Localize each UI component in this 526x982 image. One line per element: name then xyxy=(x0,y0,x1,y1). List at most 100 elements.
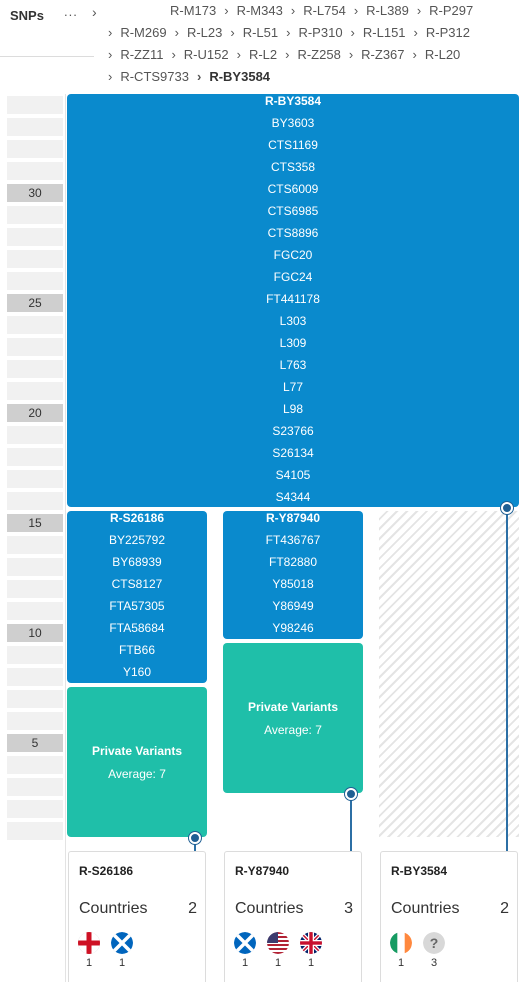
snp-item[interactable]: BY3603 xyxy=(271,116,315,130)
snp-item[interactable]: L763 xyxy=(279,358,307,372)
chevron-right-icon: › xyxy=(348,47,354,62)
usa-flag-icon xyxy=(267,932,289,954)
breadcrumb-label: R-L389 xyxy=(366,3,409,18)
snp-item[interactable]: L98 xyxy=(282,402,304,416)
breadcrumb-item[interactable]: › R-M269 xyxy=(104,24,171,46)
snp-item[interactable]: FT436767 xyxy=(265,533,321,547)
ruler-mark: 5 xyxy=(7,734,63,752)
breadcrumb-item[interactable]: › R-L51 xyxy=(226,24,282,46)
ruler-cell xyxy=(7,426,63,444)
ruler-mark: 15 xyxy=(7,514,63,532)
breadcrumb-item[interactable]: › R-M343 xyxy=(220,2,287,24)
breadcrumb-item[interactable]: › R-L2 xyxy=(233,46,282,68)
breadcrumb-label: R-L754 xyxy=(303,3,346,18)
snp-item[interactable]: FT82880 xyxy=(268,555,318,569)
snp-item[interactable]: CTS8127 xyxy=(111,577,163,591)
snp-item[interactable]: FT441178 xyxy=(266,292,320,306)
country-scotland[interactable]: 1 xyxy=(111,932,133,970)
country-uk[interactable]: 1 xyxy=(300,932,322,970)
ruler-cell xyxy=(7,822,63,840)
breadcrumb-item[interactable]: › R-L754 xyxy=(287,2,350,24)
breadcrumb-label: R-L2 xyxy=(248,47,278,62)
chevron-right-icon: › xyxy=(416,3,422,18)
node-r-s26186[interactable] xyxy=(189,832,201,844)
breadcrumb-item[interactable]: › R-P297 xyxy=(413,2,477,24)
breadcrumb-item[interactable]: › R-BY3584 xyxy=(193,68,274,90)
private-variants-block-left[interactable]: Private Variants Average: 7 xyxy=(67,687,207,837)
lineage-card-r-by3584[interactable]: R-BY3584 Countries 2 1 ? 3 xyxy=(380,851,518,982)
private-variants-block-middle[interactable]: Private Variants Average: 7 xyxy=(223,643,363,793)
snp-item[interactable]: BY68939 xyxy=(112,555,162,569)
snps-divider xyxy=(0,56,94,57)
snp-item[interactable]: FGC20 xyxy=(273,248,313,262)
breadcrumb-item[interactable]: › R-Z367 xyxy=(345,46,409,68)
uk-flag-icon xyxy=(300,932,322,954)
connector-line-r-s26186 xyxy=(194,837,196,852)
node-r-by3584[interactable] xyxy=(501,502,513,514)
snp-item[interactable]: S23766 xyxy=(272,424,314,438)
snp-item[interactable]: FTB66 xyxy=(118,643,155,657)
country-count: 1 xyxy=(307,957,315,969)
snp-item[interactable]: S4344 xyxy=(275,490,311,504)
snp-item[interactable]: FTA58684 xyxy=(109,621,165,635)
snp-item[interactable]: FTA57305 xyxy=(109,599,165,613)
lineage-card-r-s26186[interactable]: R-S26186 Countries 2 1 1 xyxy=(68,851,206,982)
country-usa[interactable]: 1 xyxy=(267,932,289,970)
snp-block-r-y87940[interactable]: R-Y87940 FT436767 FT82880 Y85018 Y86949 Y9824… xyxy=(223,511,363,639)
snp-item[interactable]: Y85018 xyxy=(272,577,314,591)
snp-item[interactable]: L309 xyxy=(279,336,307,350)
ruler-cell xyxy=(7,360,63,378)
breadcrumb-item[interactable]: › R-U152 xyxy=(167,46,232,68)
breadcrumb-item[interactable]: › R-L151 xyxy=(347,24,410,46)
breadcrumb-label: R-P297 xyxy=(429,3,474,18)
snp-block-r-by3584[interactable]: R-BY3584 BY3603 CTS1169 CTS358 CTS6009 CTS698… xyxy=(67,94,519,507)
snp-item[interactable]: BY225792 xyxy=(108,533,166,547)
country-england[interactable]: 1 xyxy=(78,932,100,970)
breadcrumb-item[interactable]: › R-P310 xyxy=(282,24,346,46)
branch-name[interactable]: R-Y87940 xyxy=(265,511,321,525)
snp-block-r-s26186[interactable]: R-S26186 BY225792 BY68939 CTS8127 FTA57305 FT… xyxy=(67,511,207,683)
connector-line-r-by3584 xyxy=(506,507,508,852)
snp-item[interactable]: S4105 xyxy=(275,468,311,482)
branch-name[interactable]: R-S26186 xyxy=(109,511,165,525)
snp-item[interactable]: CTS6985 xyxy=(267,204,319,218)
breadcrumb-item[interactable]: › R-L20 xyxy=(409,46,465,68)
breadcrumb-item[interactable]: › R-Z258 xyxy=(281,46,345,68)
breadcrumb-item[interactable]: › R-ZZ11 xyxy=(104,46,167,68)
breadcrumb-item[interactable]: › R-P312 xyxy=(410,24,474,46)
connector-line-r-y87940 xyxy=(350,793,352,852)
ruler-cell xyxy=(7,580,63,598)
country-unknown[interactable]: ? 3 xyxy=(423,932,445,970)
breadcrumb-ellipsis[interactable]: ... xyxy=(64,4,78,19)
snp-item[interactable]: Y98246 xyxy=(272,621,314,635)
ruler-mark: 20 xyxy=(7,404,63,422)
country-ireland[interactable]: 1 xyxy=(390,932,412,970)
breadcrumb-item[interactable]: › R-L23 xyxy=(171,24,227,46)
breadcrumb-item[interactable]: › R-CTS9733 xyxy=(104,68,193,90)
snp-item[interactable]: Y160 xyxy=(122,665,152,679)
snp-item[interactable]: FGC24 xyxy=(273,270,313,284)
snp-item[interactable]: L77 xyxy=(282,380,304,394)
snp-item[interactable]: S26134 xyxy=(272,446,314,460)
breadcrumb-label: R-L20 xyxy=(424,47,461,62)
snp-item[interactable]: Y86949 xyxy=(272,599,314,613)
chevron-right-icon: › xyxy=(230,25,235,40)
snp-item[interactable]: CTS8896 xyxy=(267,226,319,240)
snp-item[interactable]: CTS358 xyxy=(270,160,316,174)
snp-item[interactable]: CTS1169 xyxy=(268,138,318,152)
node-r-y87940[interactable] xyxy=(345,788,357,800)
breadcrumb-item[interactable]: › R-L389 xyxy=(350,2,413,24)
branch-name[interactable]: R-BY3584 xyxy=(264,94,322,108)
chevron-right-icon: › xyxy=(224,3,229,18)
country-scotland[interactable]: 1 xyxy=(234,932,256,970)
breadcrumb-item[interactable]: ›R-M173 xyxy=(170,2,220,24)
lineage-card-r-y87940[interactable]: R-Y87940 Countries 3 1 1 xyxy=(224,851,362,982)
breadcrumb-label: R-U152 xyxy=(183,47,229,62)
ruler-cell xyxy=(7,668,63,686)
ruler-cell xyxy=(7,712,63,730)
ruler-cell xyxy=(7,162,63,180)
country-count: 3 xyxy=(430,957,438,969)
ruler-mark: 10 xyxy=(7,624,63,642)
snp-item[interactable]: L303 xyxy=(279,314,307,328)
snp-item[interactable]: CTS6009 xyxy=(267,182,319,196)
